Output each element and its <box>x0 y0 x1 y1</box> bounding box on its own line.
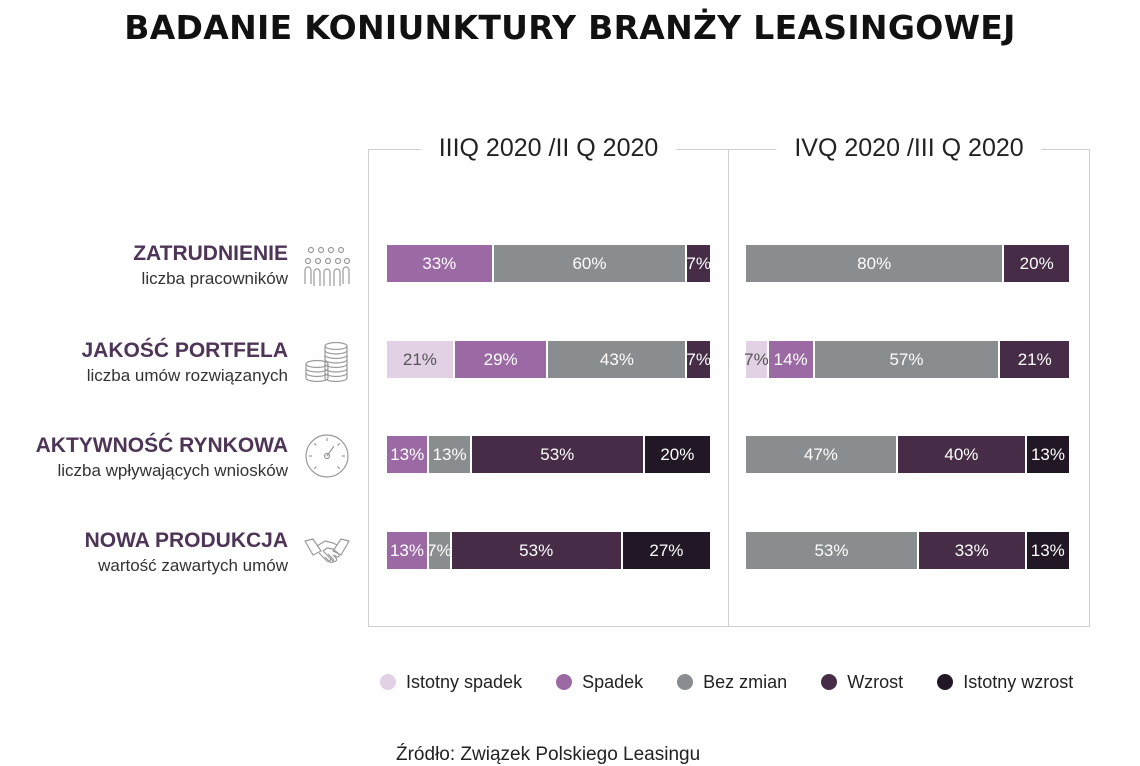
bar-segment-wzrost: 20% <box>1004 245 1069 282</box>
bar-segment-bez-zmian: 13% <box>429 436 472 473</box>
stacked-bar: 13% 13% 53% 20% <box>387 436 710 473</box>
stacked-bar: 21% 29% 43% 7% <box>387 341 711 378</box>
legend-swatch <box>556 674 573 690</box>
bar-segment-istotny-wzrost: 27% <box>622 532 710 569</box>
category-title: NOWA PRODUKCJA <box>84 529 288 552</box>
stacked-bar: 7% 14% 57% 21% <box>744 341 1069 378</box>
bar-segment-spadek: 13% <box>387 532 429 569</box>
panel-title: IVQ 2020 /III Q 2020 <box>776 134 1042 163</box>
bar-segment-wzrost: 53% <box>471 436 645 473</box>
bar-segment-bez-zmian: 80% <box>746 245 1005 282</box>
category-title: JAKOŚĆ PORTFELA <box>81 339 288 362</box>
stacked-bar: 13% 7% 53% 27% <box>387 532 710 569</box>
category-subtitle: liczba wpływających wniosków <box>57 461 288 480</box>
legend-label: Istotny wzrost <box>963 671 1074 692</box>
legend-item: Spadek <box>556 672 643 693</box>
panel-title: IIIQ 2020 /II Q 2020 <box>420 134 677 163</box>
bar-segment-bez-zmian: 47% <box>746 436 898 473</box>
bar-segment-bez-zmian: 43% <box>548 341 688 378</box>
legend-swatch <box>821 674 838 690</box>
legend-item: Bez zmian <box>677 672 787 693</box>
bar-segment-istotny-wzrost: 13% <box>1026 436 1069 473</box>
bar-segment-istotny-wzrost: 13% <box>1026 532 1069 569</box>
bar-segment-wzrost: 33% <box>918 532 1027 569</box>
category-subtitle: liczba pracowników <box>141 269 288 288</box>
bar-segment-istotny-wzrost: 20% <box>644 436 710 473</box>
legend-swatch <box>380 674 396 690</box>
stacked-bar: 33% 60% 7% <box>387 245 711 282</box>
speedometer-icon <box>305 434 349 478</box>
stacked-bar: 47% 40% 13% <box>746 436 1069 473</box>
stacked-bar: 53% 33% 13% <box>746 532 1069 569</box>
source-note: Źródło: Związek Polskiego Leasingu <box>396 744 701 765</box>
chart-title: BADANIE KONIUNKTURY BRANŻY LEASINGOWEJ <box>124 8 1016 47</box>
legend-item: Istotny wzrost <box>937 672 1073 693</box>
bar-segment-spadek: 14% <box>768 341 815 378</box>
bar-segment-wzrost: 40% <box>897 436 1027 473</box>
legend-item: Wzrost <box>821 672 903 693</box>
category-subtitle: liczba umów rozwiązanych <box>86 366 288 385</box>
handshake-icon <box>304 538 350 564</box>
bar-segment-wzrost: 7% <box>686 341 711 378</box>
category-subtitle: wartość zawartych umów <box>98 556 288 575</box>
stacked-bar: 80% 20% <box>746 245 1069 282</box>
bar-segment-spadek: 13% <box>387 436 430 473</box>
coin-stacks-icon <box>305 341 348 383</box>
bar-segment-bez-zmian: 60% <box>493 245 688 282</box>
category-title: ZATRUDNIENIE <box>133 242 288 265</box>
bar-segment-istotny-spadek: 7% <box>744 341 769 378</box>
legend-item: Istotny spadek <box>380 672 522 693</box>
bar-segment-bez-zmian: 57% <box>814 341 1001 378</box>
legend-label: Wzrost <box>847 671 904 692</box>
legend-swatch <box>937 674 954 690</box>
bar-segment-wzrost: 53% <box>451 532 623 569</box>
bar-segment-bez-zmian: 53% <box>746 532 919 569</box>
bar-segment-spadek: 29% <box>454 341 549 378</box>
category-title: AKTYWNOŚĆ RYNKOWA <box>35 434 288 457</box>
people-group-icon <box>304 246 351 286</box>
bar-segment-bez-zmian: 7% <box>427 532 452 569</box>
legend-label: Bez zmian <box>703 671 788 692</box>
legend-label: Spadek <box>582 671 644 692</box>
legend-swatch <box>677 674 694 690</box>
panel-q3-vs-q2: IIIQ 2020 /II Q 2020 <box>368 134 729 627</box>
bar-segment-wzrost: 7% <box>686 245 711 282</box>
legend-label: Istotny spadek <box>406 671 523 692</box>
bar-segment-spadek: 33% <box>387 245 494 282</box>
bar-segment-wzrost: 21% <box>1000 341 1069 378</box>
bar-segment-istotny-spadek: 21% <box>387 341 455 378</box>
panel-q4-vs-q3: IVQ 2020 /III Q 2020 <box>728 134 1090 627</box>
legend: Istotny spadek Spadek Bez zmian Wzrost I… <box>380 670 1073 694</box>
